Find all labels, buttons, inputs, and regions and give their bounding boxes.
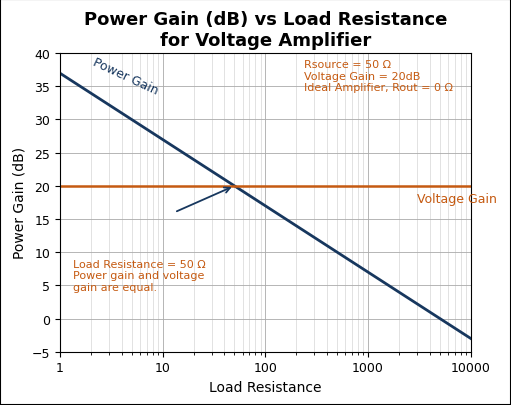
Text: Load Resistance = 50 Ω
Power gain and voltage
gain are equal.: Load Resistance = 50 Ω Power gain and vo… bbox=[73, 259, 206, 292]
Y-axis label: Power Gain (dB): Power Gain (dB) bbox=[12, 147, 26, 259]
Title: Power Gain (dB) vs Load Resistance
for Voltage Amplifier: Power Gain (dB) vs Load Resistance for V… bbox=[84, 11, 447, 50]
Text: Power Gain: Power Gain bbox=[91, 55, 160, 97]
X-axis label: Load Resistance: Load Resistance bbox=[209, 380, 321, 394]
Text: Rsource = 50 Ω
Voltage Gain = 20dB
Ideal Amplifier, Rout = 0 Ω: Rsource = 50 Ω Voltage Gain = 20dB Ideal… bbox=[305, 60, 453, 93]
Text: Voltage Gain: Voltage Gain bbox=[417, 193, 497, 206]
